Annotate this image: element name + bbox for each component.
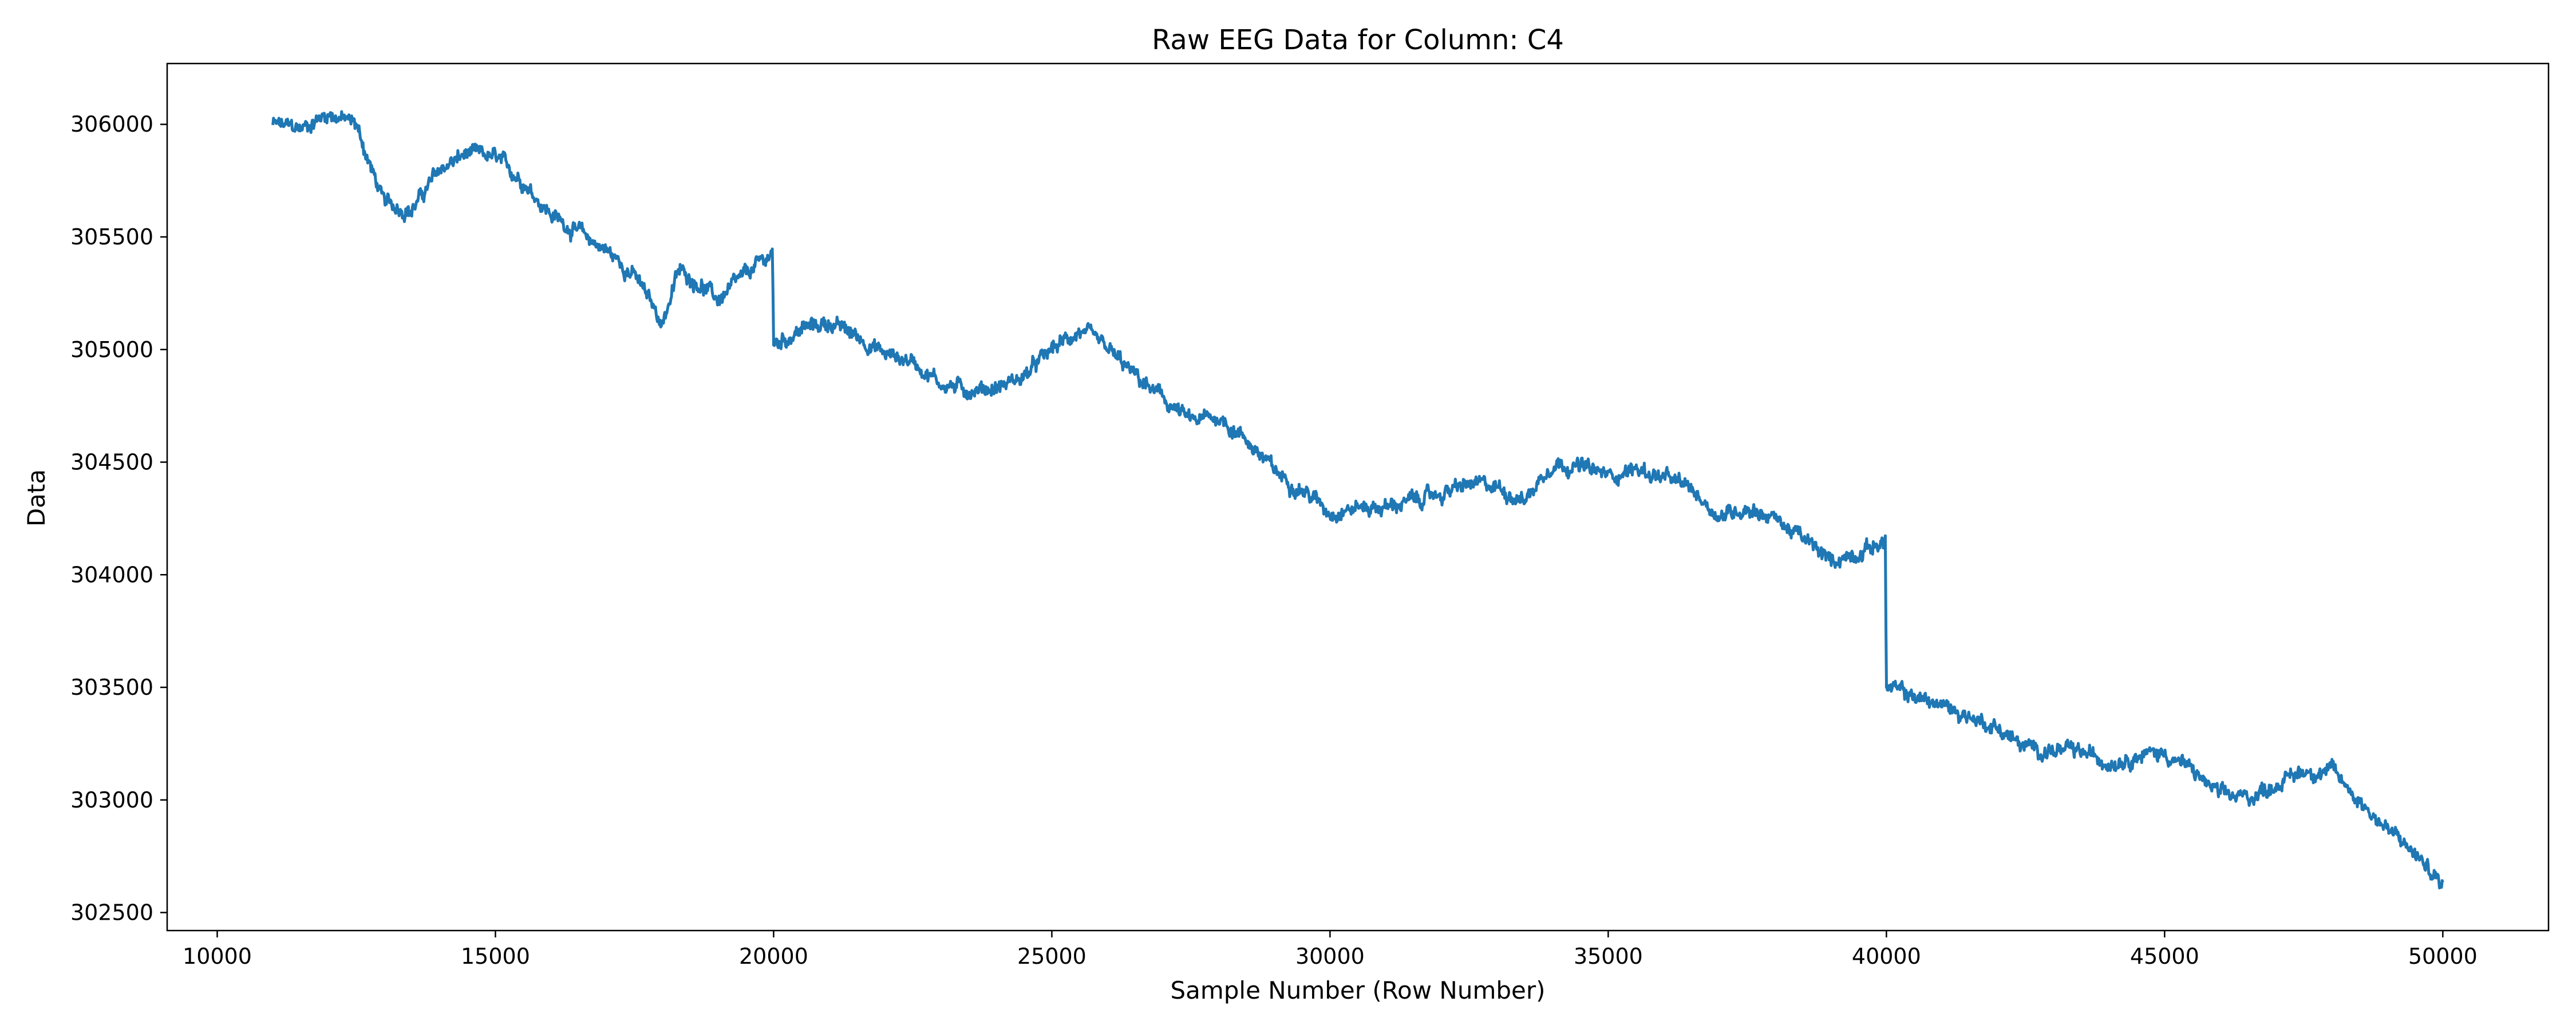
eeg-series-line bbox=[271, 110, 2444, 890]
y-tick-label: 306000 bbox=[70, 112, 153, 137]
x-tick-label: 15000 bbox=[461, 944, 530, 969]
x-tick-label: 20000 bbox=[739, 944, 808, 969]
y-axis-label: Data bbox=[22, 469, 50, 527]
y-tick-label: 304000 bbox=[70, 562, 153, 587]
x-axis-ticks: 10000 15000 20000 25000 30000 35000 40000 45000… bbox=[183, 931, 2478, 969]
plot-frame bbox=[166, 62, 2550, 932]
y-tick-label: 305000 bbox=[70, 337, 153, 362]
y-tick-label: 303000 bbox=[70, 787, 153, 813]
x-tick-label: 40000 bbox=[1852, 944, 1921, 969]
x-axis-label: Sample Number (Row Number) bbox=[1170, 976, 1545, 1004]
x-tick-label: 10000 bbox=[183, 944, 252, 969]
x-tick-label: 50000 bbox=[2408, 944, 2478, 969]
x-tick-label: 25000 bbox=[1017, 944, 1086, 969]
x-tick-label: 35000 bbox=[1574, 944, 1643, 969]
y-tick-label: 302500 bbox=[70, 900, 153, 925]
x-tick-label: 30000 bbox=[1295, 944, 1365, 969]
chart-title: Raw EEG Data for Column: C4 bbox=[1152, 24, 1564, 56]
y-axis-ticks: 302500 303000 303500 304000 304500 305000 3055… bbox=[70, 112, 167, 925]
x-tick-label: 45000 bbox=[2130, 944, 2199, 969]
y-tick-label: 304500 bbox=[70, 450, 153, 475]
y-tick-label: 305500 bbox=[70, 224, 153, 250]
y-tick-label: 303500 bbox=[70, 675, 153, 700]
